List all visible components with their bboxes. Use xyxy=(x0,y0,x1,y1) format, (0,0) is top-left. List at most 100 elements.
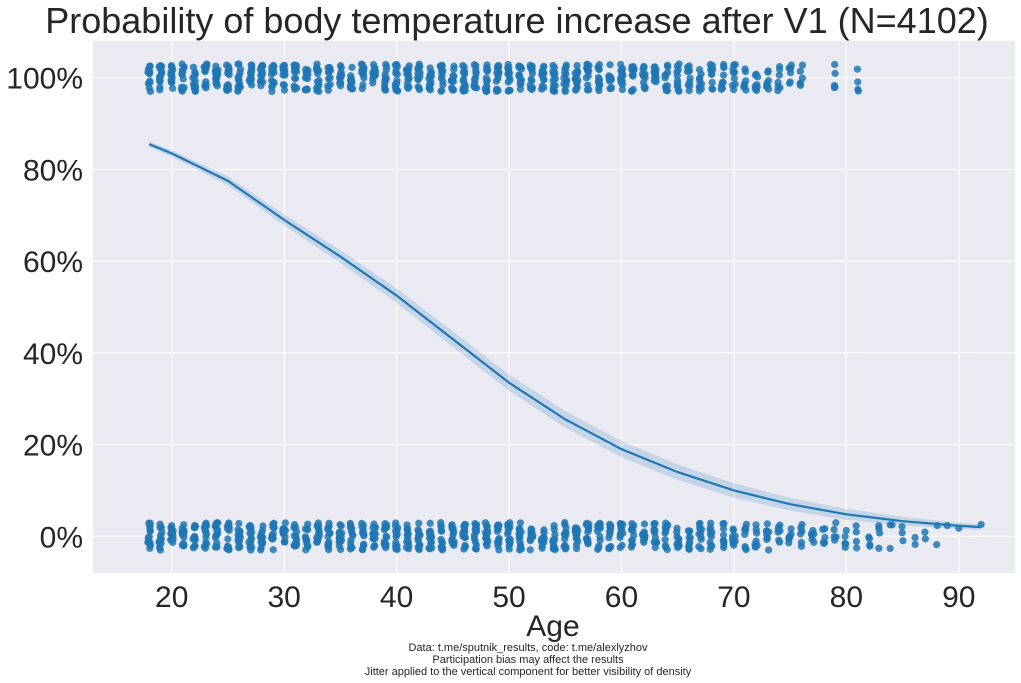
scatter-point xyxy=(291,74,299,82)
scatter-point xyxy=(661,541,670,550)
scatter-point xyxy=(257,71,265,79)
scatter-point xyxy=(324,532,332,541)
scatter-point xyxy=(629,64,637,72)
scatter-point xyxy=(450,65,458,73)
scatter-point xyxy=(550,538,558,546)
scatter-point xyxy=(414,75,422,84)
scatter-point xyxy=(582,74,591,82)
scatter-point xyxy=(403,83,411,91)
scatter-point xyxy=(516,519,525,527)
scatter-point xyxy=(561,86,569,94)
scatter-point xyxy=(225,71,233,79)
scatter-point xyxy=(370,543,378,551)
scatter-point xyxy=(383,533,391,541)
scatter-point xyxy=(313,65,321,73)
x-tick-label: 70 xyxy=(717,581,750,614)
scatter-point xyxy=(314,524,322,532)
scatter-point xyxy=(494,521,502,529)
scatter-point xyxy=(460,545,468,553)
scatter-point xyxy=(180,541,188,549)
scatter-point xyxy=(314,519,322,527)
y-tick-labels: 0% 20% 40% 60% 80% 100% xyxy=(6,63,83,555)
scatter-point xyxy=(539,63,547,71)
scatter-point xyxy=(549,85,557,93)
scatter-point xyxy=(213,525,222,534)
scatter-point xyxy=(335,528,344,536)
scatter-point xyxy=(369,529,378,538)
scatter-point xyxy=(281,538,289,546)
scatter-point xyxy=(854,85,862,93)
scatter-point xyxy=(393,80,401,88)
scatter-point xyxy=(281,533,289,541)
scatter-point xyxy=(326,65,334,74)
scatter-point xyxy=(650,520,658,528)
scatter-point xyxy=(538,535,546,543)
scatter-point xyxy=(359,521,367,529)
scatter-point xyxy=(683,67,692,76)
scatter-point xyxy=(415,86,424,94)
scatter-point xyxy=(472,545,480,553)
scatter-point xyxy=(550,522,558,530)
scatter-point xyxy=(202,533,210,541)
scatter-point xyxy=(538,71,546,79)
x-tick-label: 80 xyxy=(830,581,863,614)
y-tick-label: 60% xyxy=(23,246,83,279)
scatter-point xyxy=(448,536,456,545)
scatter-point xyxy=(404,75,412,83)
scatter-point xyxy=(852,528,860,536)
scatter-point xyxy=(145,532,153,540)
scatter-point xyxy=(155,73,164,81)
scatter-point xyxy=(571,86,580,94)
scatter-point xyxy=(831,60,839,69)
scatter-point xyxy=(313,533,321,542)
scatter-point xyxy=(697,545,705,553)
scatter-point xyxy=(416,69,424,77)
scatter-point xyxy=(853,544,861,552)
scatter-point xyxy=(719,71,728,79)
scatter-point xyxy=(269,546,277,554)
scatter-point xyxy=(584,81,592,89)
scatter-point xyxy=(640,538,648,546)
scatter-point xyxy=(786,78,794,86)
x-tick-label: 40 xyxy=(380,581,413,614)
scatter-point xyxy=(460,69,468,77)
scatter-point xyxy=(571,69,579,77)
scatter-point xyxy=(706,538,714,547)
scatter-point xyxy=(921,528,929,536)
x-axis-label: Age xyxy=(526,610,579,643)
scatter-point xyxy=(641,70,649,78)
scatter-point xyxy=(438,544,446,552)
scatter-point xyxy=(573,61,581,70)
scatter-point xyxy=(380,540,389,549)
scatter-point xyxy=(504,78,512,86)
scatter-point xyxy=(482,74,490,82)
confidence-band xyxy=(149,141,982,530)
chart-title: Probability of body temperature increase… xyxy=(45,0,989,41)
scatter-point xyxy=(640,532,649,540)
scatter-point xyxy=(628,87,636,95)
scatter-point xyxy=(898,523,906,531)
scatter-point xyxy=(842,540,850,548)
scatter-point xyxy=(201,520,210,529)
scatter-point xyxy=(415,519,423,527)
scatter-point xyxy=(393,70,401,78)
scatter-point xyxy=(797,524,805,532)
scatter-point xyxy=(382,75,390,83)
scatter-point xyxy=(685,540,693,548)
scatter-point xyxy=(594,63,602,71)
scatter-point xyxy=(651,69,660,78)
footnote-jitter: Jitter applied to the vertical component… xyxy=(365,666,692,678)
scatter-point xyxy=(506,86,514,95)
scatter-point xyxy=(224,81,232,89)
scatter-point xyxy=(650,528,659,536)
scatter-point xyxy=(708,85,716,93)
scatter-point xyxy=(785,64,793,72)
scatter-point xyxy=(763,520,771,528)
scatter-point xyxy=(866,541,874,549)
scatter-point xyxy=(606,524,615,532)
scatter-point xyxy=(796,67,804,75)
scatter-point xyxy=(629,72,637,80)
scatter-point xyxy=(223,545,231,553)
scatter-point xyxy=(257,63,265,72)
scatter-point xyxy=(752,526,760,534)
